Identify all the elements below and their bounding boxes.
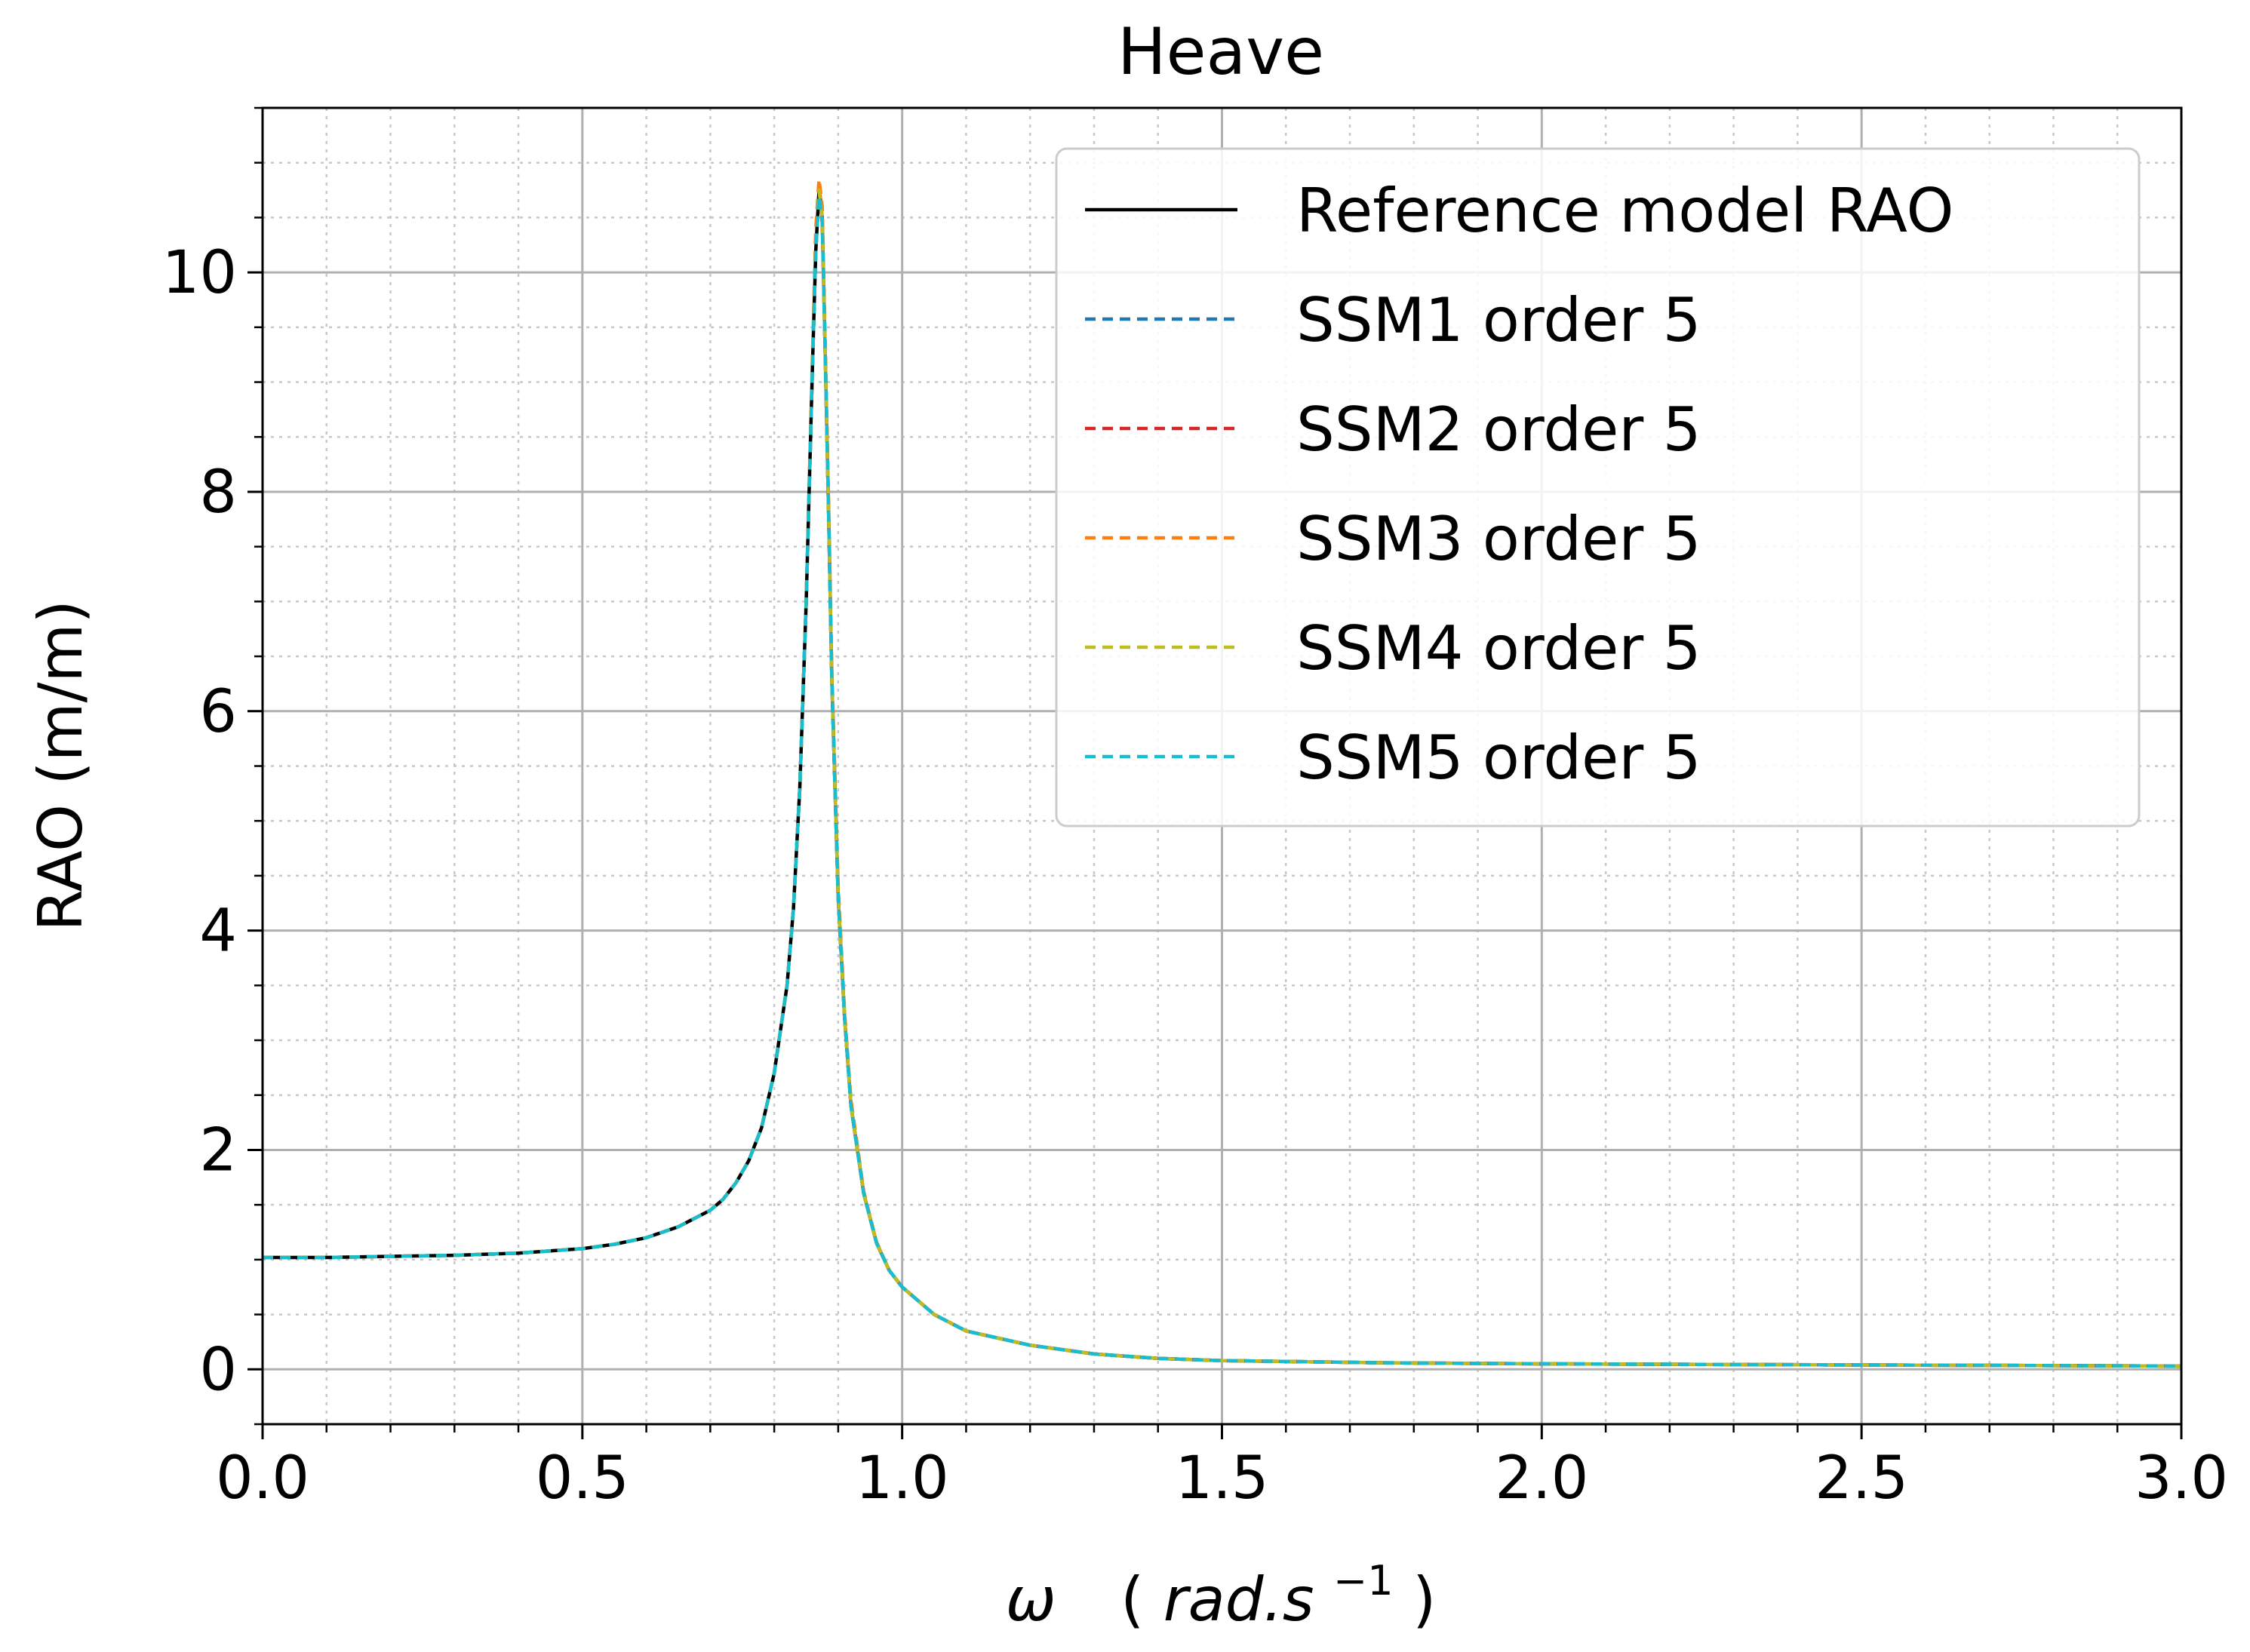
chart-title: Heave (1117, 14, 1324, 90)
legend-label-1: Reference model RAO (1296, 176, 1953, 246)
x-tick-label: 1.0 (856, 1445, 949, 1512)
y-tick-label: 6 (199, 678, 237, 746)
x-tick-label: 2.5 (1815, 1445, 1908, 1512)
legend-label-5: SSM4 order 5 (1296, 613, 1701, 683)
x-axis-unit-open: ( (1120, 1564, 1144, 1635)
legend-box (1055, 147, 2141, 828)
x-axis-unit-base: rad.s (1163, 1564, 1314, 1635)
legend-label-2: SSM1 order 5 (1296, 285, 1701, 355)
x-axis-unit-close: ) (1412, 1564, 1436, 1635)
series-layer (263, 177, 2182, 1368)
axis-ticks (247, 106, 2183, 1439)
x-tick-label: 3.0 (2135, 1445, 2228, 1512)
x-tick-label: 2.0 (1495, 1445, 1588, 1512)
y-tick-labels: 0 2 4 6 8 10 (162, 239, 237, 1404)
series-line-6 (263, 194, 2182, 1368)
y-tick-label: 10 (162, 239, 237, 307)
y-tick-label: 2 (199, 1116, 237, 1184)
y-tick-label: 0 (199, 1336, 237, 1404)
x-tick-label: 1.5 (1175, 1445, 1268, 1512)
x-tick-label: 0.5 (536, 1445, 629, 1512)
x-axis-symbol: ω (1006, 1564, 1056, 1635)
x-tick-label: 0.0 (216, 1445, 309, 1512)
legend-label-3: SSM2 order 5 (1296, 395, 1701, 465)
legend: Reference model RAO SSM1 order 5 SSM2 orde… (1055, 147, 2141, 828)
x-tick-labels: 0.0 0.5 1.0 1.5 2.0 2.5 3.0 (216, 1445, 2228, 1512)
y-tick-label: 4 (199, 898, 237, 966)
legend-label-6: SSM5 order 5 (1296, 723, 1701, 793)
legend-label-4: SSM3 order 5 (1296, 504, 1701, 574)
x-axis-label: ω ( rad.s −1 ) (1006, 1539, 1437, 1635)
y-axis-label: RAO (m/m) (26, 600, 96, 931)
x-axis-unit-exponent: −1 (1333, 1557, 1394, 1604)
y-tick-label: 8 (199, 459, 237, 527)
